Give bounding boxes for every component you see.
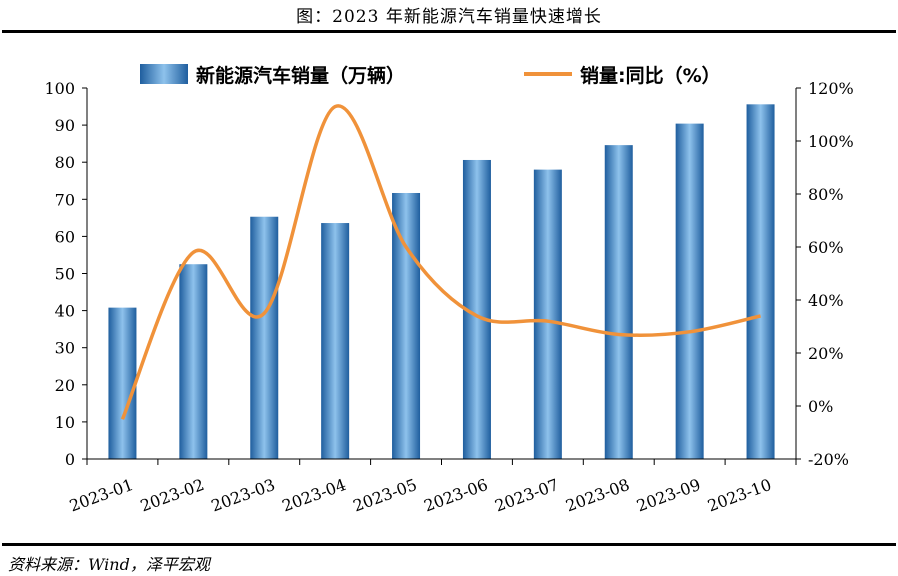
legend-bar-label: 新能源汽车销量（万辆）: [196, 64, 405, 87]
right-tick-label: 60%: [808, 238, 844, 257]
bar-2023-10: [746, 104, 775, 459]
top-rule: [2, 30, 896, 33]
x-tick-label: 2023-10: [705, 475, 774, 516]
right-tick-label: 40%: [808, 291, 844, 310]
x-tick-label: 2023-09: [634, 475, 703, 516]
left-tick-label: 100: [44, 79, 75, 98]
left-tick-label: 60: [55, 227, 75, 246]
left-tick-label: 10: [55, 413, 75, 432]
source-note: 资料来源：Wind，泽平宏观: [8, 555, 210, 574]
left-tick-label: 50: [55, 265, 75, 284]
right-tick-label: 80%: [808, 185, 844, 204]
left-tick-label: 80: [55, 153, 75, 172]
left-tick-label: 0: [65, 450, 75, 469]
right-tick-label: 120%: [808, 79, 854, 98]
x-tick-label: 2023-07: [492, 475, 561, 516]
right-tick-label: -20%: [808, 450, 849, 469]
bar-2023-05: [392, 192, 421, 460]
x-tick-label: 2023-01: [67, 475, 136, 516]
bar-2023-08: [604, 145, 633, 459]
bar-2023-01: [108, 307, 137, 459]
right-tick-label: 0%: [808, 397, 833, 416]
x-tick-label: 2023-03: [209, 475, 278, 516]
x-tick-label: 2023-02: [138, 475, 207, 516]
bar-2023-09: [675, 123, 704, 459]
right-tick-label: 20%: [808, 344, 844, 363]
left-tick-label: 30: [55, 339, 75, 358]
legend: 新能源汽车销量（万辆） 销量:同比（%）: [140, 64, 721, 87]
x-tick-label: 2023-04: [280, 475, 349, 516]
right-tick-label: 100%: [808, 132, 854, 151]
bars-layer: [108, 104, 775, 460]
x-tick-label: 2023-06: [421, 475, 490, 516]
figure-title: 图：2023 年新能源汽车销量快速增长: [296, 7, 602, 27]
left-tick-label: 70: [55, 190, 75, 209]
chart: 0 10 20 30 40 50 60 70 80 90 100 -20% 0% 20% 40% 60% 80%…: [44, 64, 854, 516]
bottom-rule: [2, 543, 896, 546]
x-tick-label: 2023-05: [350, 475, 419, 516]
bar-2023-04: [321, 223, 350, 459]
left-tick-label: 90: [55, 116, 75, 135]
bar-2023-07: [533, 169, 562, 459]
left-tick-label: 40: [55, 302, 75, 321]
bar-2023-02: [179, 264, 208, 459]
legend-bar-swatch: [140, 64, 188, 84]
x-tick-label: 2023-08: [563, 475, 632, 516]
left-tick-label: 20: [55, 376, 75, 395]
line-layer: [120, 104, 761, 420]
yoy-growth-line: [120, 104, 761, 420]
bar-2023-03: [250, 216, 279, 459]
legend-line-label: 销量:同比（%）: [580, 64, 721, 87]
